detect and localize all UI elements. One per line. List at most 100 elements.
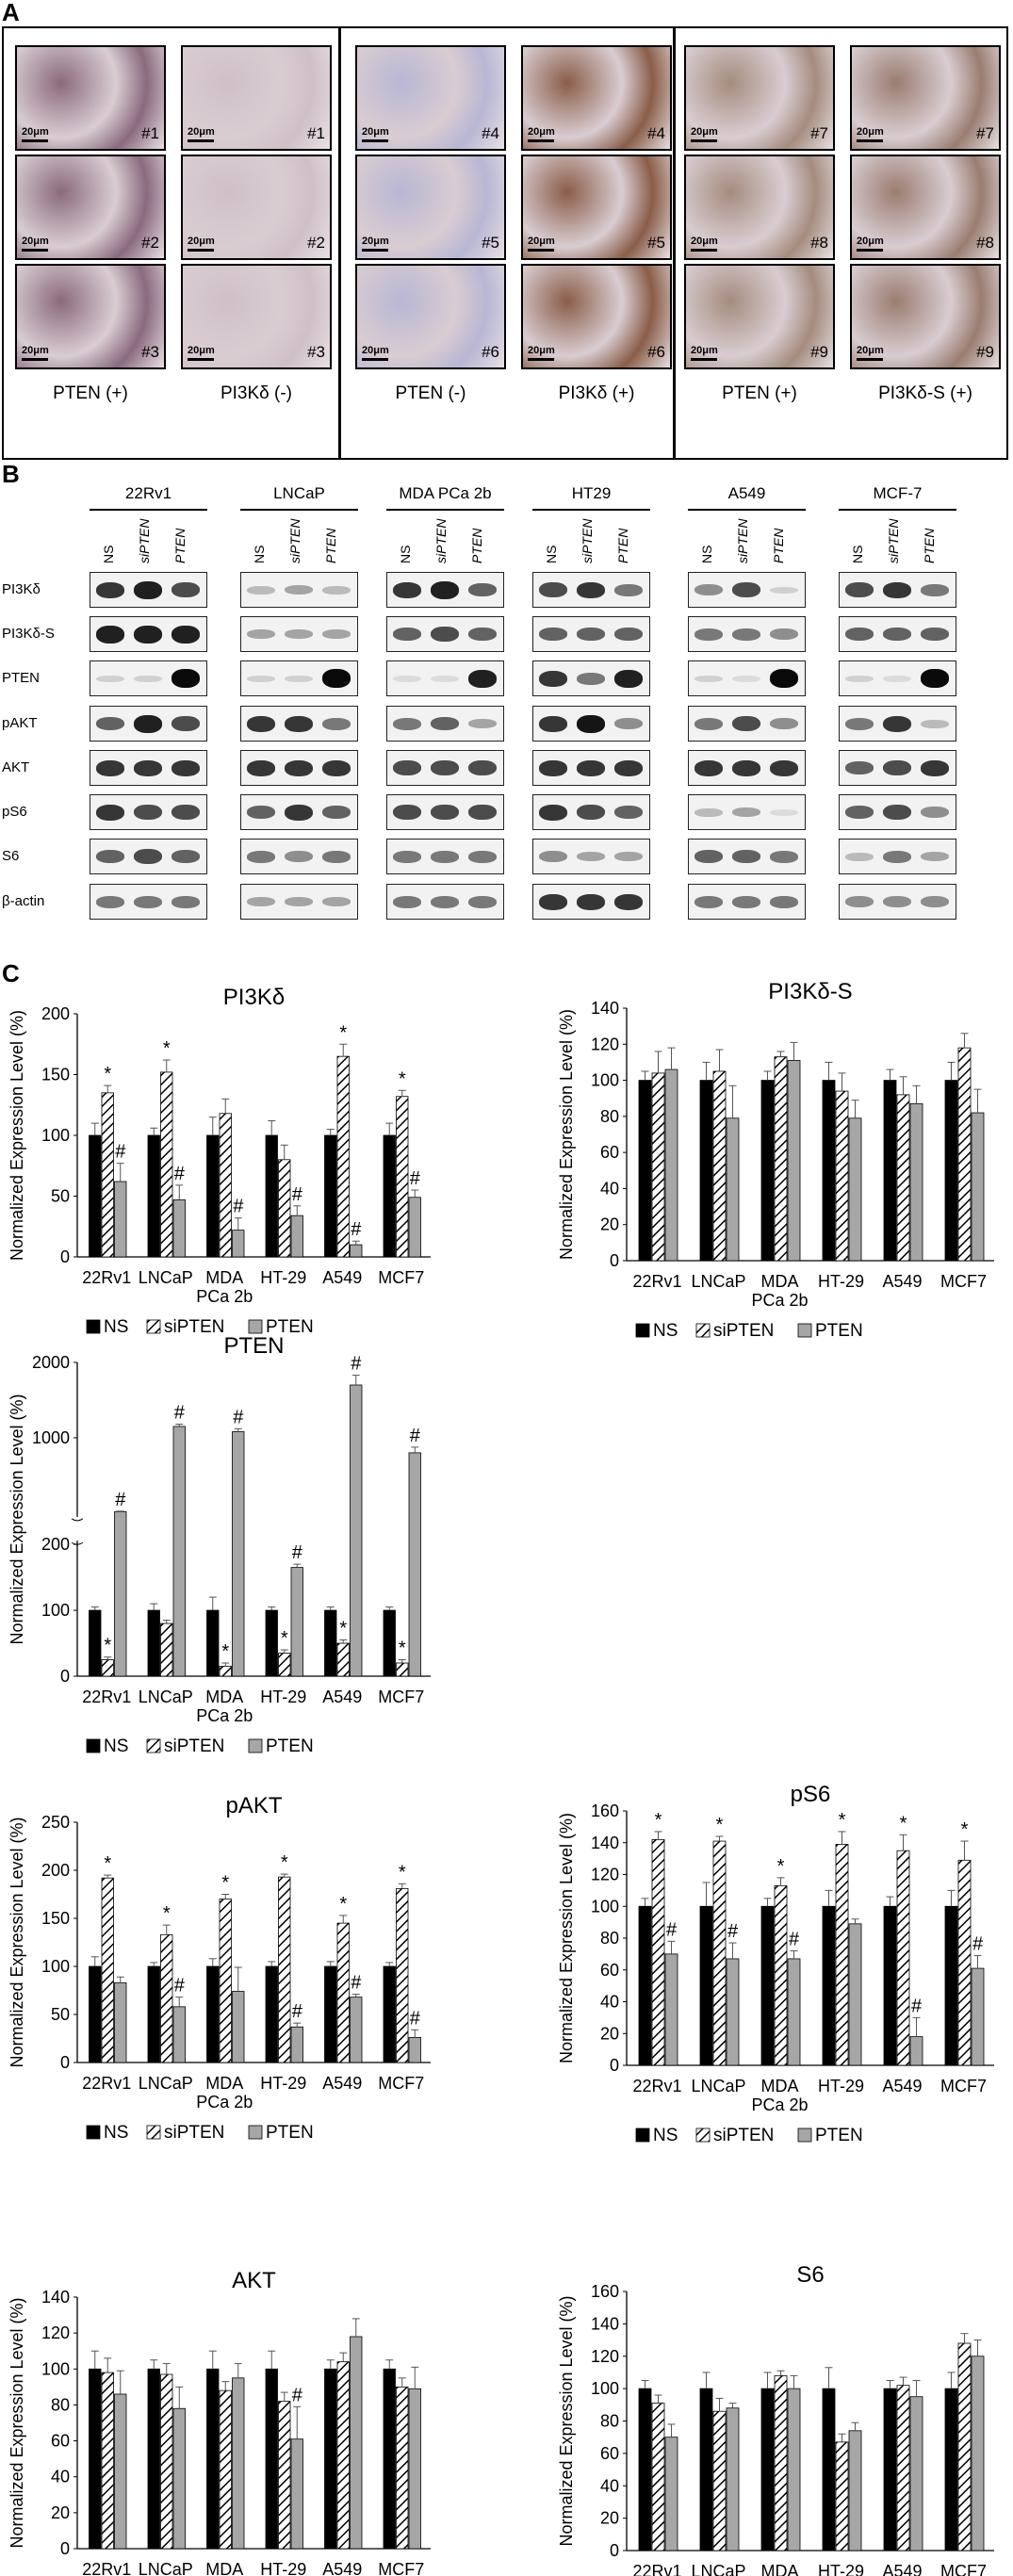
legend-label: NS	[653, 2126, 678, 2145]
significance-mark: #	[115, 1490, 126, 1510]
protein-band	[468, 583, 497, 596]
bar-sipten	[278, 1653, 291, 1677]
y-axis-label: Normalized Expression Level (%)	[8, 1817, 26, 2067]
bar-pten	[848, 1117, 862, 1262]
cell-line-underline	[688, 509, 806, 511]
blot-strip	[240, 884, 358, 920]
x-tick-label: MCF7	[378, 1687, 424, 1706]
y-axis-label: Normalized Expression Level (%)	[8, 1394, 26, 1644]
y-tick-label: 60	[600, 2444, 619, 2463]
blot-strip	[90, 660, 207, 696]
lane-label: PTEN	[172, 528, 188, 563]
significance-mark: #	[666, 1919, 678, 1940]
bar-sipten	[336, 2361, 350, 2550]
axis-break-mark	[71, 1541, 84, 1545]
legend-label: PTEN	[266, 2123, 314, 2143]
protein-band	[883, 896, 911, 907]
protein-band	[732, 675, 760, 682]
significance-mark: #	[351, 1219, 362, 1240]
scale-label: 20μm	[857, 345, 884, 356]
bar-ns	[944, 1905, 958, 2066]
bar-pten	[664, 2437, 678, 2552]
y-tick-label: 140	[591, 999, 619, 1018]
legend-label: PTEN	[266, 1736, 314, 1756]
protein-band	[577, 672, 605, 685]
blot-strip	[839, 839, 956, 874]
x-tick-label: MCF7	[940, 2077, 987, 2095]
case-number: #4	[647, 124, 665, 142]
blot-strip	[386, 706, 504, 742]
legend-swatch	[86, 2125, 101, 2140]
protein-band	[883, 760, 911, 775]
y-tick-label: 0	[60, 1667, 70, 1686]
bar-pten	[848, 2430, 862, 2552]
bar-pten	[232, 1431, 245, 1677]
protein-band	[921, 628, 949, 641]
y-tick-label: 20	[600, 2024, 619, 2043]
protein-band	[468, 669, 497, 688]
y-tick-label: 140	[591, 1834, 619, 1852]
bar-ns	[206, 1609, 220, 1677]
blot-strip	[240, 572, 358, 608]
bar-sipten	[101, 1659, 114, 1677]
significance-mark: *	[163, 1903, 171, 1924]
scale-bar	[691, 139, 717, 142]
significance-mark: #	[410, 1426, 421, 1446]
bar-pten	[290, 2026, 303, 2063]
bar-sipten	[278, 1159, 291, 1258]
bar-sipten	[160, 2373, 173, 2550]
y-tick-label: 80	[600, 1929, 619, 1948]
blot-strip	[532, 660, 650, 696]
protein-band	[96, 804, 124, 821]
scale-label: 20μm	[528, 236, 555, 247]
scale-bar	[362, 139, 388, 142]
y-axis-label: Normalized Expression Level (%)	[557, 1813, 576, 2063]
significance-mark: #	[351, 1354, 362, 1375]
significance-mark: *	[655, 1810, 662, 1831]
protein-band	[393, 850, 421, 863]
y-tick-label: 160	[591, 1802, 619, 1820]
protein-band	[577, 852, 605, 861]
protein-band	[732, 850, 760, 863]
protein-band	[96, 717, 124, 730]
legend-label: NS	[653, 1321, 678, 1341]
blot-strip	[240, 660, 358, 696]
bar-ns	[206, 1134, 220, 1258]
protein-band	[921, 669, 949, 688]
protein-band	[732, 628, 760, 641]
blot-strip	[240, 616, 358, 652]
bar-sipten	[336, 1922, 350, 2063]
lane-label: siPTEN	[886, 518, 901, 563]
bar-ns	[147, 1134, 160, 1258]
x-tick-label: HT-29	[818, 2562, 864, 2576]
bar-pten	[787, 1958, 801, 2066]
protein-band	[845, 717, 874, 730]
scale-bar	[362, 249, 388, 252]
protein-band	[539, 804, 567, 821]
protein-band	[694, 807, 723, 817]
protein-band	[468, 850, 497, 863]
protein-band	[770, 850, 798, 863]
y-tick-label: 50	[51, 1187, 70, 1206]
protein-band	[172, 895, 200, 908]
y-tick-label: 50	[51, 2005, 70, 2024]
case-number: #1	[141, 124, 159, 142]
y-tick-label: 140	[41, 2288, 70, 2307]
scale-bar	[857, 139, 883, 142]
protein-band	[172, 759, 200, 776]
bar-sipten	[896, 2385, 910, 2552]
case-number: #2	[141, 234, 159, 252]
panel-label-a: A	[2, 0, 20, 26]
blot-strip	[839, 572, 956, 608]
protein-band	[539, 628, 567, 641]
protein-band	[322, 669, 351, 688]
protein-band	[770, 718, 798, 729]
bar-pten	[350, 1244, 363, 1258]
protein-band	[577, 581, 605, 598]
cell-line-underline	[532, 509, 650, 511]
x-tick-label: A549	[322, 1687, 362, 1706]
legend-label: NS	[104, 1317, 128, 1337]
bar-pten	[408, 1452, 421, 1677]
bar-ns	[265, 1965, 278, 2063]
